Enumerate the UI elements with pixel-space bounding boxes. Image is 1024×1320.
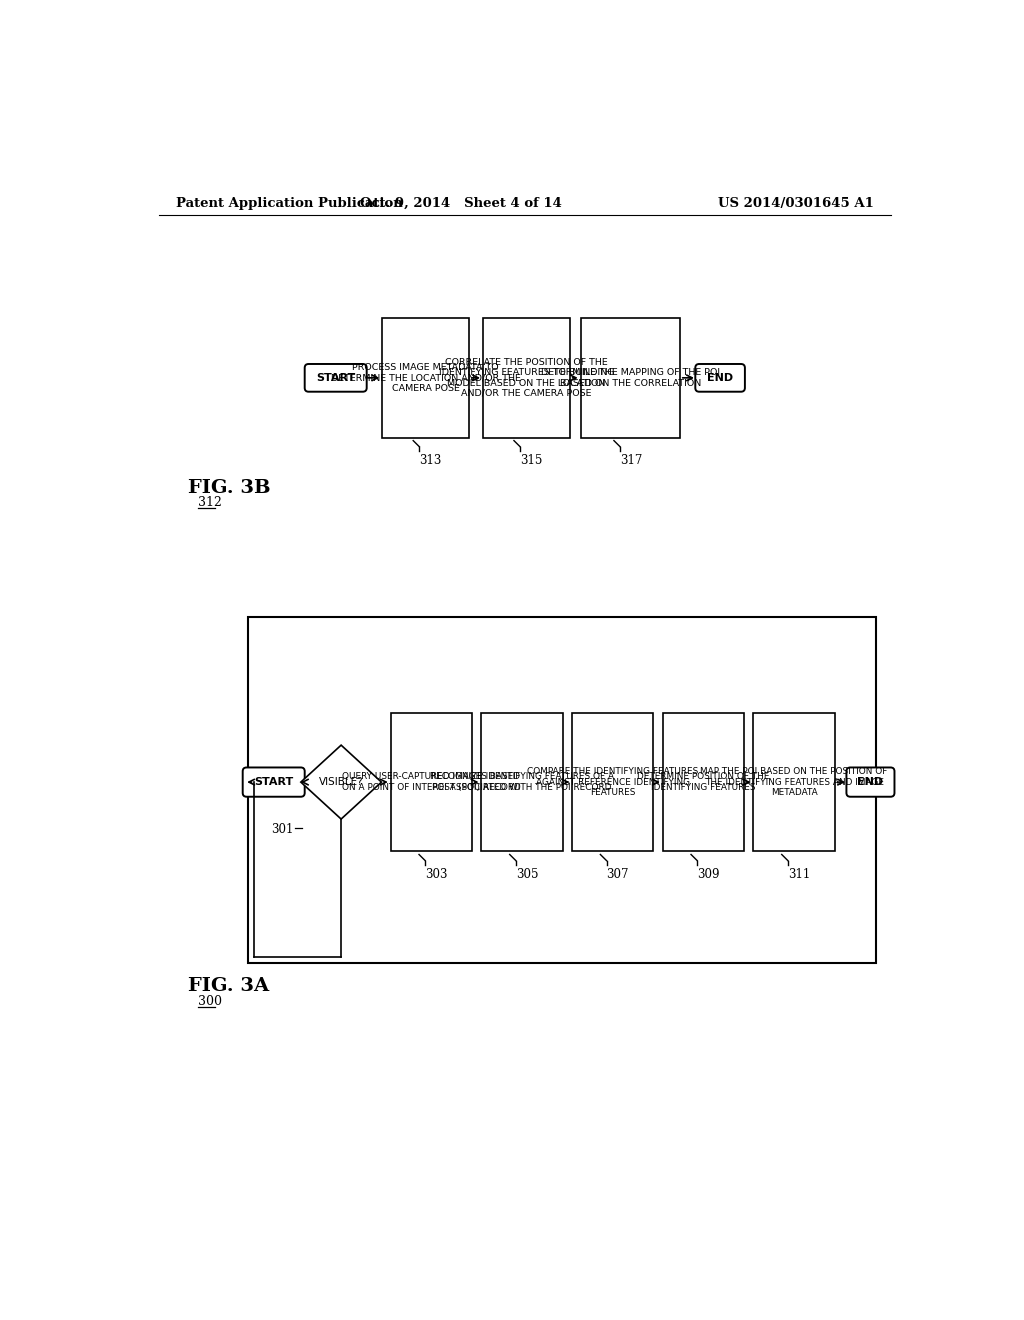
- Text: 313: 313: [420, 454, 441, 467]
- Text: US 2014/0301645 A1: US 2014/0301645 A1: [718, 197, 873, 210]
- Text: START: START: [254, 777, 293, 787]
- Text: RECOGNIZE IDENTIFYING FEATURES OF A
POI ASSOCIATED WITH THE POI RECORD: RECOGNIZE IDENTIFYING FEATURES OF A POI …: [430, 772, 614, 792]
- Text: MAP THE POI BASED ON THE POSITION OF
THE IDENTIFYING FEATURES AND IMAGE
METADATA: MAP THE POI BASED ON THE POSITION OF THE…: [700, 767, 888, 797]
- Text: Patent Application Publication: Patent Application Publication: [176, 197, 402, 210]
- Bar: [483, 318, 569, 437]
- Text: 303: 303: [425, 869, 447, 882]
- FancyBboxPatch shape: [243, 767, 305, 797]
- Bar: [663, 713, 744, 851]
- Bar: [754, 713, 835, 851]
- Text: 311: 311: [787, 869, 810, 882]
- Text: DETERMINE THE MAPPING OF THE POI
BASED ON THE CORRELATION: DETERMINE THE MAPPING OF THE POI BASED O…: [541, 368, 720, 388]
- Text: PROCESS IMAGE METADATA TO
DETERMINE THE LOCATION AND/OR THE
CAMERA POSE: PROCESS IMAGE METADATA TO DETERMINE THE …: [331, 363, 520, 393]
- Text: START: START: [316, 372, 355, 383]
- Text: 307: 307: [606, 869, 629, 882]
- Text: QUERY USER-CAPTURED IMAGES BASED
ON A POINT OF INTEREST (POI) RECORD: QUERY USER-CAPTURED IMAGES BASED ON A PO…: [342, 772, 521, 792]
- Text: 301: 301: [270, 822, 293, 836]
- Text: FIG. 3B: FIG. 3B: [188, 479, 271, 496]
- Text: 317: 317: [621, 454, 642, 467]
- Bar: [391, 713, 472, 851]
- Text: VISIBLE?: VISIBLE?: [318, 777, 364, 787]
- Bar: [581, 318, 680, 437]
- Text: 315: 315: [520, 454, 543, 467]
- Text: COMPARE THE IDENTIFYING FEATURES
AGAINST REFERENCE IDENTIFYING
FEATURES: COMPARE THE IDENTIFYING FEATURES AGAINST…: [527, 767, 698, 797]
- Text: END: END: [707, 372, 733, 383]
- Text: DETERMINE POSITION OF THE
IDENTIFYING FEATURES: DETERMINE POSITION OF THE IDENTIFYING FE…: [637, 772, 770, 792]
- FancyBboxPatch shape: [695, 364, 744, 392]
- Text: Oct. 9, 2014   Sheet 4 of 14: Oct. 9, 2014 Sheet 4 of 14: [360, 197, 562, 210]
- Text: END: END: [857, 777, 884, 787]
- FancyBboxPatch shape: [305, 364, 367, 392]
- Text: CORRELATE THE POSITION OF THE
IDENTIFYING FEATURES TO BUILDING
MODEL BASED ON TH: CORRELATE THE POSITION OF THE IDENTIFYIN…: [438, 358, 614, 397]
- Text: FIG. 3A: FIG. 3A: [188, 977, 269, 995]
- Text: 312: 312: [198, 496, 221, 510]
- Text: 305: 305: [516, 869, 539, 882]
- FancyBboxPatch shape: [847, 767, 895, 797]
- Bar: [572, 713, 653, 851]
- Bar: [481, 713, 563, 851]
- Text: 300: 300: [198, 995, 222, 1008]
- Bar: [248, 616, 876, 964]
- Polygon shape: [301, 744, 381, 818]
- Text: 309: 309: [697, 869, 720, 882]
- Bar: [382, 318, 469, 437]
